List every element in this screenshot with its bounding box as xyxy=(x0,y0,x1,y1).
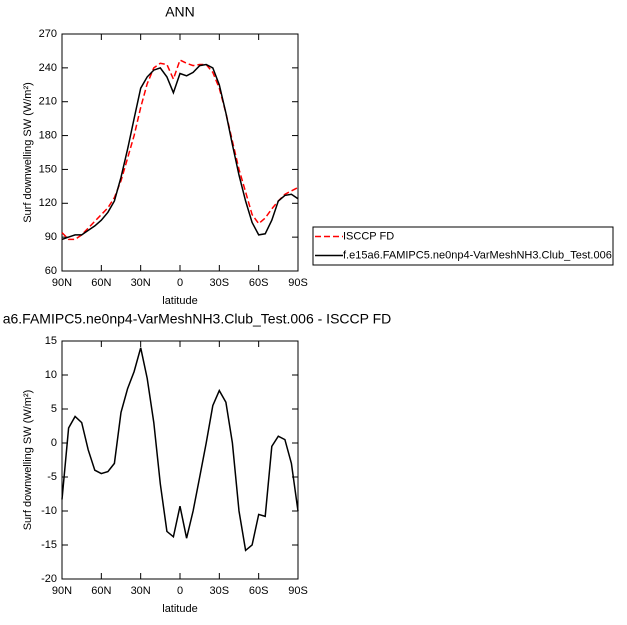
y-tick-label: 150 xyxy=(39,163,57,175)
y-tick-label: -10 xyxy=(41,505,57,517)
x-tick-label: 30N xyxy=(131,585,151,597)
y-tick-label: 270 xyxy=(39,28,57,40)
x-tick-label: 60S xyxy=(249,277,269,289)
x-tick-label: 30S xyxy=(210,585,230,597)
x-axis-label: latitude xyxy=(162,603,197,615)
legend-label: f.e15a6.FAMIPC5.ne0np4-VarMeshNH3.Club_T… xyxy=(343,249,612,261)
plot-frame xyxy=(61,340,299,580)
x-tick-label: 90S xyxy=(288,585,308,597)
data-line xyxy=(61,63,299,241)
y-tick-label: 0 xyxy=(51,437,57,449)
x-tick-label: 0 xyxy=(177,277,183,289)
x-tick-label: 60N xyxy=(91,277,111,289)
y-tick-label: 10 xyxy=(45,369,57,381)
x-tick-label: 30N xyxy=(131,277,151,289)
data-line xyxy=(61,347,299,552)
y-tick-label: 60 xyxy=(45,265,57,277)
y-tick-label: 90 xyxy=(45,231,57,243)
y-tick-label: 180 xyxy=(39,129,57,141)
y-tick-label: 240 xyxy=(39,62,57,74)
y-tick-label: 210 xyxy=(39,96,57,108)
y-tick-label: -5 xyxy=(47,471,57,483)
legend-box xyxy=(312,226,614,266)
x-tick-label: 60S xyxy=(249,585,269,597)
y-tick-label: 15 xyxy=(45,335,57,347)
x-tick-label: 0 xyxy=(177,585,183,597)
y-axis-label: Surf downwelling SW (W/m²) xyxy=(22,82,34,223)
y-tick-label: -15 xyxy=(41,539,57,551)
y-tick-label: -20 xyxy=(41,573,57,585)
chart-title: ANN xyxy=(165,4,195,20)
x-axis-label: latitude xyxy=(162,295,197,307)
x-tick-label: 90N xyxy=(52,585,72,597)
x-tick-label: 60N xyxy=(91,585,111,597)
y-tick-label: 120 xyxy=(39,197,57,209)
y-tick-label: 5 xyxy=(51,403,57,415)
data-line xyxy=(61,58,299,241)
plot-frame xyxy=(61,33,299,272)
chart-title: a6.FAMIPC5.ne0np4-VarMeshNH3.Club_Test.0… xyxy=(3,311,392,327)
legend-label: ISCCP FD xyxy=(343,230,394,242)
x-tick-label: 90N xyxy=(52,277,72,289)
y-axis-label: Surf downwelling SW (W/m²) xyxy=(22,390,34,531)
x-tick-label: 30S xyxy=(210,277,230,289)
x-tick-label: 90S xyxy=(288,277,308,289)
